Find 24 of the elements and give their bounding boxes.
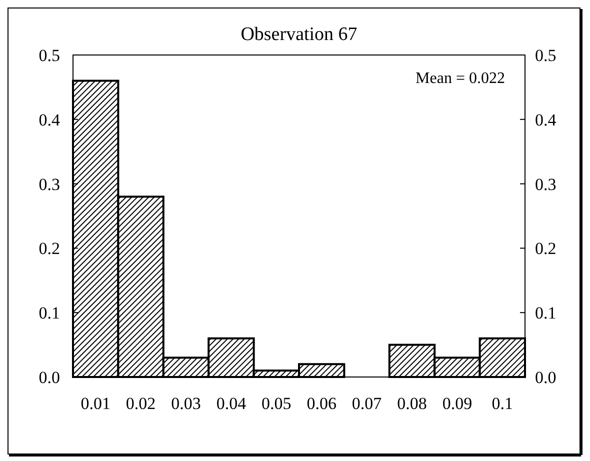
y-tick-label: 0.3 xyxy=(38,174,60,194)
y2-tick-label: 0.5 xyxy=(535,46,556,65)
x-tick-label: 0.01 xyxy=(80,394,110,413)
x-tick-label: 0.06 xyxy=(306,394,336,413)
x-tick-label: 0.07 xyxy=(352,394,382,413)
x-tick-label: 0.1 xyxy=(492,394,514,413)
x-tick-label: 0.04 xyxy=(216,394,247,413)
y2-tick-label: 0.0 xyxy=(535,368,556,387)
x-tick-label: 0.08 xyxy=(397,394,427,413)
y2-tick-label: 0.4 xyxy=(535,110,557,130)
y-tick-label: 0.4 xyxy=(38,110,60,130)
x-tick-label: 0.03 xyxy=(171,394,201,413)
y2-tick-label: 0.2 xyxy=(535,239,556,258)
x-tick-label: 0.05 xyxy=(262,394,292,413)
annotation: Mean = 0.022 xyxy=(416,70,505,87)
y-tick-label: 0.5 xyxy=(38,46,60,65)
y-tick-label: 0.1 xyxy=(38,304,60,323)
y2-tick-label: 0.1 xyxy=(535,304,556,323)
chart-title: Observation 67 xyxy=(240,24,358,45)
x-tick-label: 0.02 xyxy=(126,394,156,413)
y-tick-label: 0.2 xyxy=(38,239,60,258)
x-tick-label: 0.09 xyxy=(442,394,472,413)
y-tick-label: 0.0 xyxy=(38,368,60,387)
y2-tick-label: 0.3 xyxy=(535,174,556,194)
